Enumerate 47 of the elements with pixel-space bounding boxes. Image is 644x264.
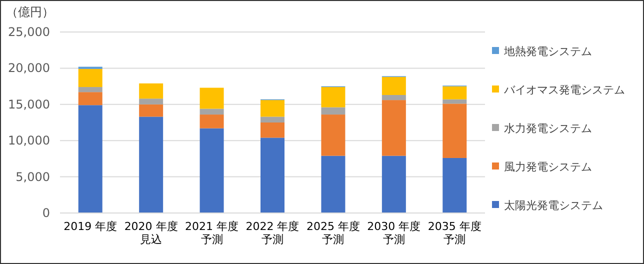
bar <box>139 116 164 213</box>
bar <box>78 87 102 92</box>
bar <box>200 114 224 128</box>
x-tick-label: 2022 年度予測 <box>246 220 300 246</box>
x-tick-label: 2020 年度見込 <box>124 220 178 246</box>
bar <box>200 128 224 213</box>
legend-label: 水力発電システム <box>504 122 592 135</box>
bar <box>260 138 284 213</box>
bar <box>200 108 224 115</box>
bar <box>260 122 284 138</box>
legend-label: 太陽光発電システム <box>504 199 603 212</box>
bar <box>382 94 406 100</box>
bar <box>78 68 102 88</box>
bar <box>442 99 467 104</box>
y-tick-label: 5,000 <box>16 170 50 184</box>
bar <box>442 158 467 213</box>
legend-label: バイオマス発電システム <box>503 84 625 96</box>
x-tick-label: 2030 年度予測 <box>367 220 421 246</box>
bar <box>382 76 406 95</box>
bar <box>139 98 164 104</box>
x-tick-label: 2021 年度予測 <box>185 220 239 246</box>
x-tick-label: 2019 年度 <box>64 220 118 233</box>
bar <box>200 88 224 109</box>
bar <box>139 83 164 99</box>
y-tick-label: 20,000 <box>8 61 50 76</box>
y-tick-label: 10,000 <box>8 134 50 148</box>
y-tick-label: 15,000 <box>8 97 50 112</box>
legend-label: 風力発電システム <box>504 160 592 174</box>
bar <box>382 156 406 213</box>
x-tick-label: 2035 年度予測 <box>428 220 482 246</box>
y-tick-label: 25,000 <box>8 25 50 39</box>
bar <box>442 104 467 158</box>
x-tick-label: 2025 年度予測 <box>306 220 360 246</box>
bar <box>260 100 284 117</box>
bar <box>442 86 467 100</box>
bar <box>78 105 102 213</box>
y-tick-label: 0 <box>42 206 50 220</box>
legend-label: 地熱発電システム <box>503 45 592 58</box>
bar <box>139 104 164 117</box>
bar <box>321 107 346 115</box>
bar <box>382 100 406 156</box>
bar <box>321 87 346 108</box>
bar <box>78 92 102 106</box>
bar <box>321 114 346 156</box>
bar <box>260 116 284 122</box>
bar <box>321 156 346 213</box>
y-axis-title: （億円） <box>6 5 54 19</box>
